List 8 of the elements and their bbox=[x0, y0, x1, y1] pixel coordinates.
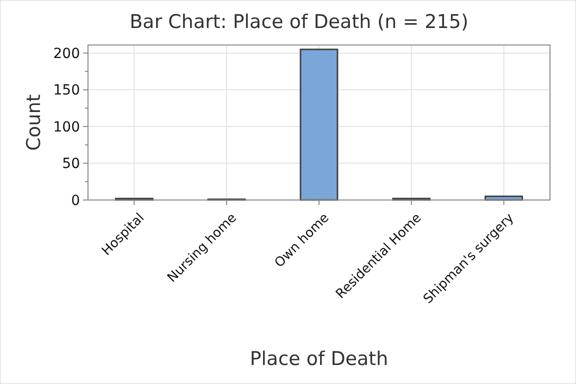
y-tick-label: 50 bbox=[62, 156, 80, 172]
y-tick-label: 100 bbox=[53, 119, 80, 136]
y-tick-label: 0 bbox=[71, 192, 80, 209]
y-axis-title: Count bbox=[23, 94, 45, 151]
y-tick-label: 200 bbox=[53, 46, 80, 62]
x-axis-title: Place of Death bbox=[250, 348, 388, 370]
y-tick-label: 150 bbox=[53, 82, 80, 99]
chart-title: Bar Chart: Place of Death (n = 215) bbox=[130, 11, 468, 33]
